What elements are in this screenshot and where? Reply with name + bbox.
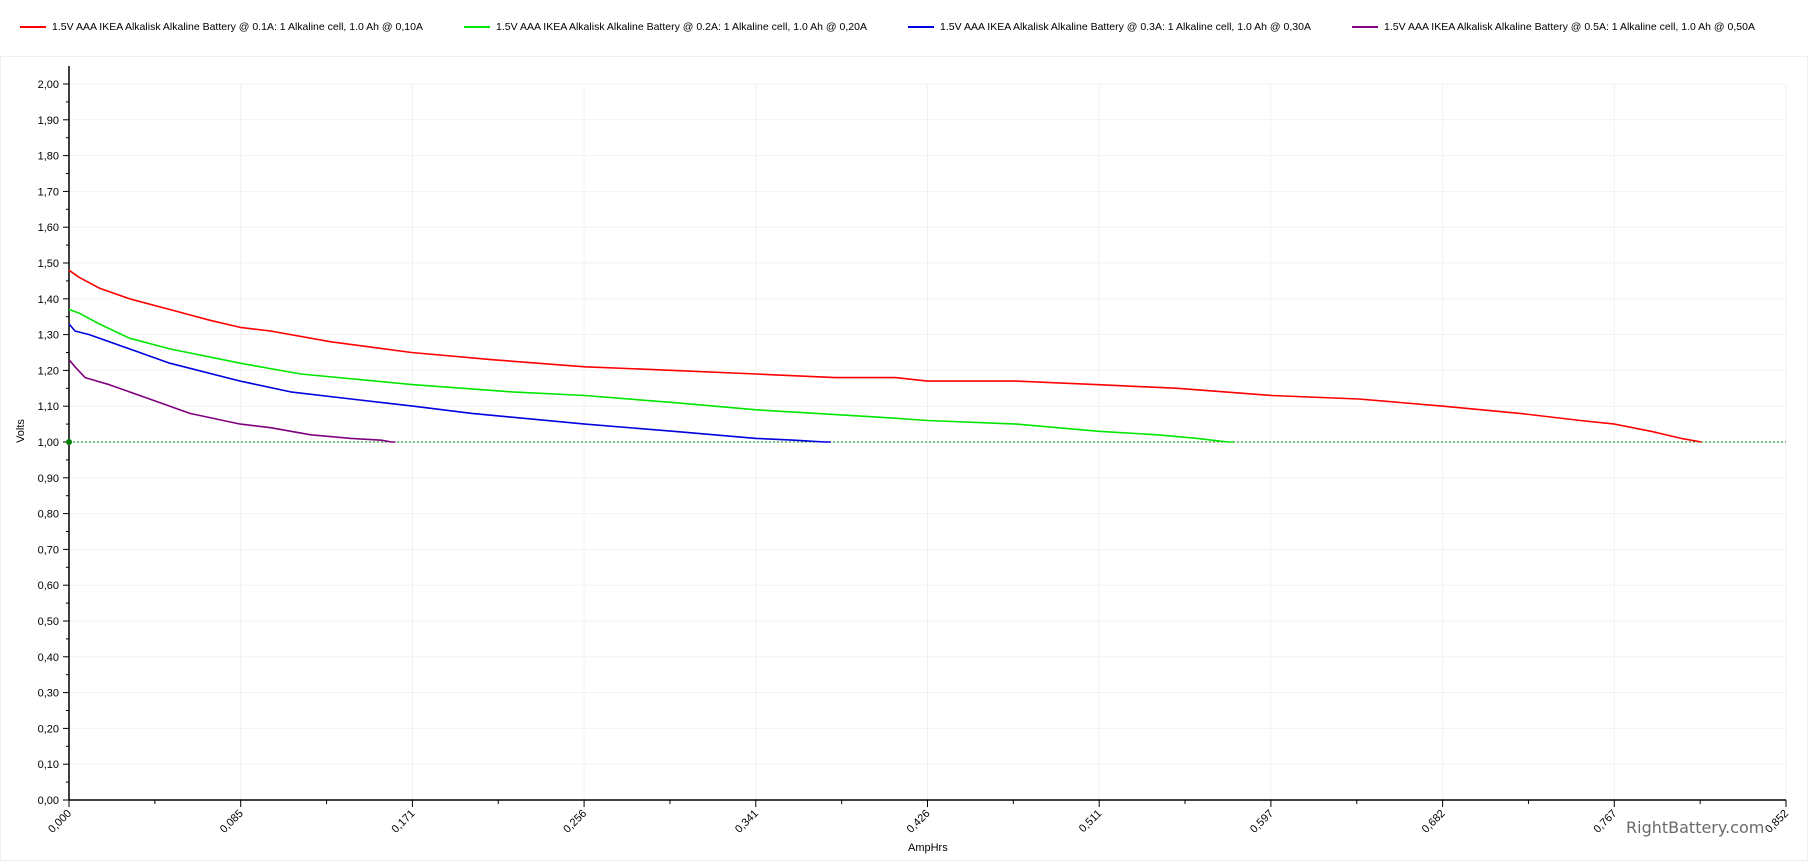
x-tick-label: 0,852 [1763, 808, 1791, 836]
legend-item: 1.5V AAA IKEA Alkalisk Alkaline Battery … [908, 18, 1311, 36]
legend-swatch [20, 26, 46, 28]
x-tick-label: 0,511 [1077, 808, 1104, 835]
y-tick-label: 0,90 [38, 473, 59, 485]
y-tick-label: 1,60 [38, 222, 59, 234]
y-tick-label: 1,00 [38, 437, 59, 449]
watermark: RightBattery.com [1626, 818, 1765, 837]
legend-item: 1.5V AAA IKEA Alkalisk Alkaline Battery … [1352, 18, 1755, 36]
x-tick-label: 0,682 [1420, 808, 1448, 836]
y-tick-label: 1,50 [38, 258, 59, 270]
series-line-4 [68, 359, 396, 443]
series-line-3 [68, 323, 831, 443]
y-tick-label: 1,30 [38, 330, 59, 342]
chart-legend: 1.5V AAA IKEA Alkalisk Alkaline Battery … [0, 18, 1810, 38]
x-tick-label: 0,426 [905, 808, 933, 836]
series-line-1 [68, 269, 1702, 443]
x-tick-label: 0,767 [1591, 808, 1619, 836]
y-tick-label: 1,90 [38, 115, 59, 127]
legend-item: 1.5V AAA IKEA Alkalisk Alkaline Battery … [20, 18, 423, 36]
x-tick-label: 0,341 [733, 808, 761, 836]
y-tick-label: 1,70 [38, 186, 59, 198]
y-tick-label: 0,00 [38, 795, 59, 807]
y-tick-label: 1,10 [38, 401, 59, 413]
legend-swatch [464, 26, 490, 28]
x-tick-label: 0,171 [390, 808, 418, 836]
y-tick-label: 1,40 [38, 294, 59, 306]
x-tick-label: 0,000 [46, 808, 74, 836]
x-tick-label: 0,597 [1248, 808, 1276, 836]
y-tick-label: 1,20 [38, 365, 59, 377]
x-tick-label: 0,085 [218, 808, 246, 836]
y-tick-label: 0,50 [38, 616, 59, 628]
y-tick-label: 1,80 [38, 151, 59, 163]
x-axis-title: AmpHrs [908, 842, 948, 854]
y-tick-label: 0,30 [38, 688, 59, 700]
cutoff-marker [66, 439, 72, 445]
legend-label: 1.5V AAA IKEA Alkalisk Alkaline Battery … [52, 21, 423, 33]
y-tick-label: 0,10 [38, 759, 59, 771]
x-tick-label: 0,256 [561, 808, 589, 836]
y-tick-label: 0,60 [38, 580, 59, 592]
y-axis-title: Volts [14, 419, 27, 443]
y-tick-label: 2,00 [38, 79, 59, 91]
legend-item: 1.5V AAA IKEA Alkalisk Alkaline Battery … [464, 18, 867, 36]
chart-area [0, 56, 1808, 861]
y-tick-label: 0,70 [38, 544, 59, 556]
y-tick-label: 0,20 [38, 723, 59, 735]
y-tick-label: 0,40 [38, 652, 59, 664]
legend-swatch [1352, 26, 1378, 28]
legend-label: 1.5V AAA IKEA Alkalisk Alkaline Battery … [496, 21, 867, 33]
y-tick-label: 0,80 [38, 509, 59, 521]
legend-label: 1.5V AAA IKEA Alkalisk Alkaline Battery … [940, 21, 1311, 33]
legend-label: 1.5V AAA IKEA Alkalisk Alkaline Battery … [1384, 21, 1755, 33]
legend-swatch [908, 26, 934, 28]
series-line-2 [68, 308, 1234, 443]
